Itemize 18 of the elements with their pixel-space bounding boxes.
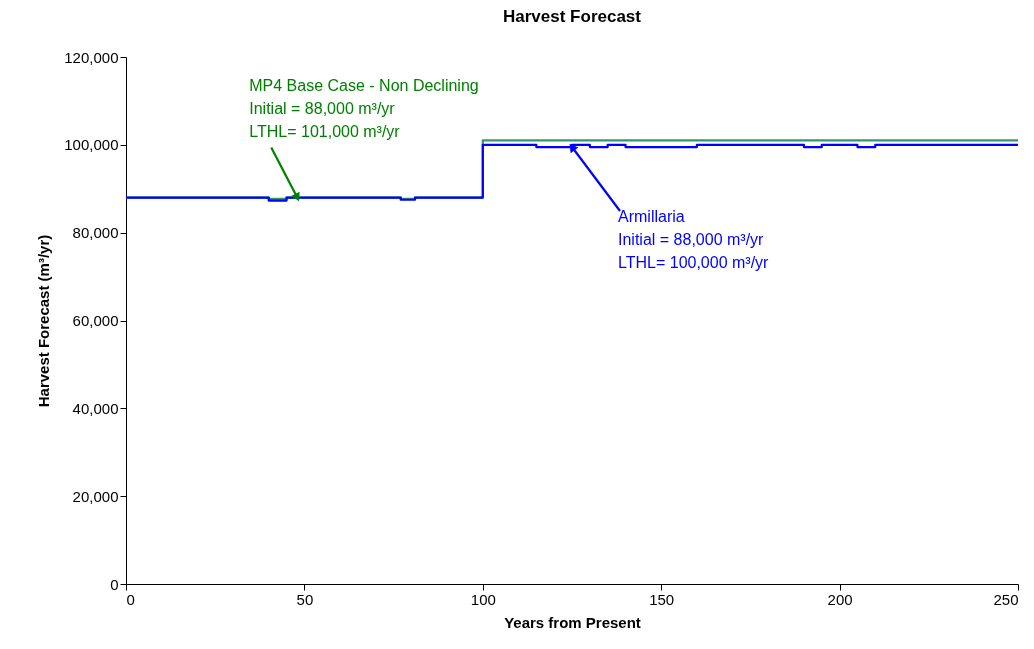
y-tick-label: 80,000 <box>72 224 119 242</box>
x-tick-label: 100 <box>470 590 496 608</box>
y-axis-title: Harvest Forecast (m³/yr) <box>35 234 53 408</box>
y-tick-label: 20,000 <box>72 487 119 505</box>
chart-title: Harvest Forecast <box>503 7 642 26</box>
x-tick-label: 150 <box>649 590 675 608</box>
annotation: MP4 Base Case - Non Declining Initial = 88,000 m³/yr LTHL= 101,000 m³/yr <box>249 76 479 140</box>
x-axis-title: Years from Present <box>504 613 641 631</box>
x-tick-label: 200 <box>827 590 853 608</box>
y-tick-label: 100,000 <box>64 136 119 154</box>
y-tick-label: 40,000 <box>72 399 119 417</box>
x-tick-label: 250 <box>993 590 1019 608</box>
x-tick-label: 0 <box>126 590 135 608</box>
y-tick-label: 0 <box>110 575 119 593</box>
x-tick-label: 50 <box>296 590 314 608</box>
y-tick-label: 120,000 <box>64 48 119 66</box>
y-tick-label: 60,000 <box>72 312 119 329</box>
annotation: Armillaria Initial = 88,000 m³/yr LTHL= 100,000 m³/yr <box>618 208 770 272</box>
